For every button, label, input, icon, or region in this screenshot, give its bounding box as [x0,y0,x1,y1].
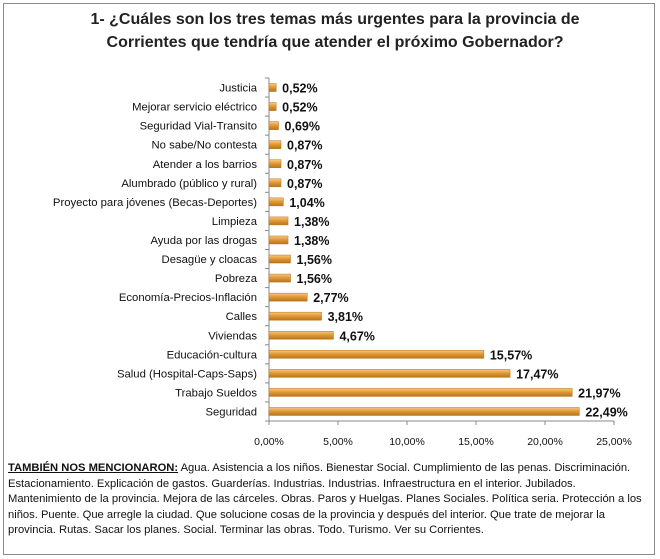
bar [268,178,282,188]
value-label: 0,69% [285,120,320,134]
bar [268,388,573,397]
value-label: 4,67% [339,329,374,343]
category-label: Trabajo Sueldos [175,387,257,399]
also-mentioned-note: TAMBIÉN NOS MENCIONARON: Agua. Asistenci… [8,461,648,539]
category-label: Seguridad Vial-Transito [140,121,257,133]
x-tick-label: 0,00% [254,436,284,448]
chart-title-line-1: 1- ¿Cuáles son los tres temas más urgent… [90,11,580,28]
also-mentioned-text: Agua. Asistencia a los niños. Bienestar … [8,462,642,537]
bar [268,83,277,92]
bar [268,273,291,283]
x-tick-label: 10,00% [389,436,425,448]
category-label: Desagüe y cloacas [162,254,258,266]
category-label: Mejorar servicio eléctrico [132,102,257,114]
category-label: Salud (Hospital-Caps-Saps) [117,368,257,380]
value-label: 15,57% [490,348,532,362]
category-label: No sabe/No contesta [151,140,257,152]
value-label: 2,77% [313,291,348,305]
value-label: 0,52% [282,101,317,115]
x-tick-label: 5,00% [323,436,353,448]
x-tick-label: 25,00% [596,436,632,448]
bar [268,350,485,359]
value-label: 0,87% [287,139,322,153]
value-label: 21,97% [578,386,620,400]
value-label: 1,04% [289,196,324,210]
bar [268,407,580,416]
value-label: 1,56% [297,253,332,267]
bar [268,235,289,245]
category-label: Pobreza [215,273,258,285]
category-label: Economía-Precios-Inflación [119,292,257,304]
category-label: Calles [226,311,258,323]
bar [268,140,282,149]
value-label: 0,87% [287,177,322,191]
bar-chart: Justicia 0,52% Mejorar servicio eléctrico 0… [53,77,632,448]
bar [268,369,511,378]
category-label: Justicia [219,83,257,95]
category-label: Ayuda por las drogas [150,235,257,247]
bar [268,121,279,130]
value-label: 3,81% [328,310,363,324]
chart-title: 1- ¿Cuáles son los tres temas más urgent… [40,8,630,54]
chart-title-line-2: Corrientes que tendría que atender el pr… [106,34,564,51]
bar [268,292,308,302]
bar [268,331,334,340]
chart-frame [3,3,655,555]
category-label: Alumbrado (público y rural) [121,178,257,190]
value-label: 0,52% [282,82,317,96]
bar [268,254,291,264]
also-mentioned-heading: TAMBIÉN NOS MENCIONARON: [8,462,179,474]
category-label: Seguridad [205,406,257,418]
category-label: Proyecto para jóvenes (Becas-Deportes) [53,197,257,209]
bar [268,311,322,321]
bar [268,102,277,111]
value-label: 1,38% [294,234,329,248]
category-label: Limpieza [212,216,258,228]
category-label: Viviendas [208,330,257,342]
bar [268,216,289,226]
value-label: 22,49% [585,405,627,419]
category-label: Atender a los barrios [153,159,258,171]
bar [268,159,282,168]
value-label: 0,87% [287,158,322,172]
x-tick-label: 20,00% [527,436,563,448]
value-label: 1,56% [297,272,332,286]
category-label: Educación-cultura [167,349,258,361]
x-tick-label: 15,00% [458,436,494,448]
bar [268,197,284,207]
value-label: 1,38% [294,215,329,229]
value-label: 17,47% [516,367,558,381]
